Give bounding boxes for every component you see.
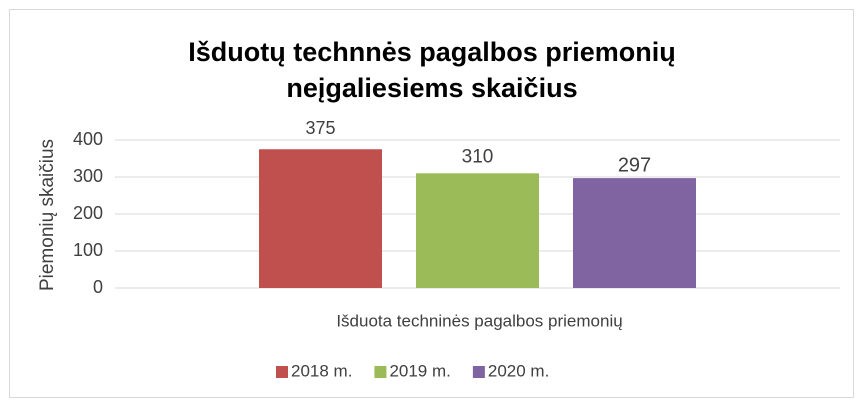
legend-swatch [374, 366, 387, 378]
bar [416, 173, 539, 288]
legend-label: 2020 m. [488, 361, 549, 380]
y-tick-label: 300 [73, 166, 103, 186]
bar [259, 149, 382, 288]
y-tick-label: 100 [73, 240, 103, 260]
x-tick-label: Išduota techninės pagalbos priemonių [336, 311, 622, 330]
y-tick-label: 200 [73, 203, 103, 223]
legend-swatch [472, 366, 485, 378]
y-tick-label: 400 [73, 129, 103, 149]
bar [573, 178, 696, 288]
y-axis-label: Piemonių skaičius [37, 139, 58, 291]
data-label: 297 [618, 154, 651, 176]
data-label: 310 [462, 146, 494, 167]
legend-label: 2018 m. [291, 361, 352, 380]
legend-label: 2019 m. [389, 361, 450, 380]
data-label: 375 [305, 118, 335, 138]
y-tick-label: 0 [93, 277, 103, 297]
legend-swatch [276, 366, 288, 378]
chart-title: Išduotų technnės pagalbos priemonių neįg… [188, 37, 676, 103]
